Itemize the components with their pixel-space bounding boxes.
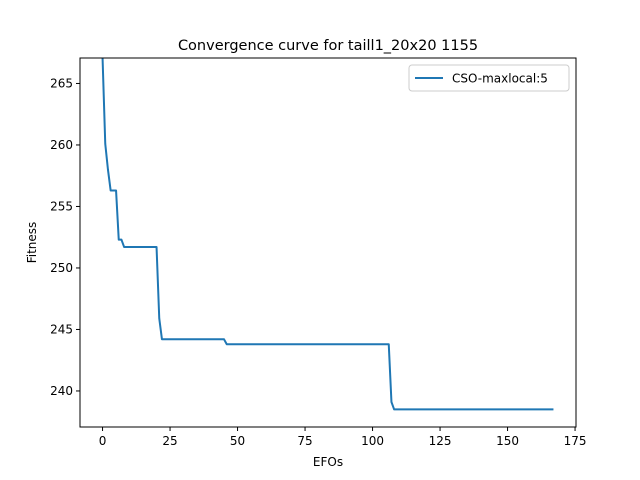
legend-box [408,64,570,92]
x-tick-label: 25 [162,434,177,448]
legend: CSO-maxlocal:5 [408,64,570,92]
y-tick-label: 255 [50,199,73,213]
plot-frame [79,57,577,428]
chart-title: Convergence curve for taill1_20x20 1155 [178,38,478,54]
y-axis: 240 245 250 255 260 265 [50,76,80,398]
x-tick-label: 125 [429,434,452,448]
y-tick-label: 250 [50,261,73,275]
y-tick-label: 260 [50,138,73,152]
legend-entry-label: CSO-maxlocal:5 [452,72,548,86]
x-tick-label: 100 [361,434,384,448]
y-tick-label: 265 [50,76,73,90]
y-tick-label: 240 [50,384,73,398]
x-tick-label: 75 [297,434,312,448]
y-axis-label: Fitness [25,222,39,264]
plot-series-layer [101,57,554,411]
x-axis-label: EFOs [313,455,343,469]
x-axis: 0 25 50 75 100 125 150 175 [99,427,587,448]
x-tick-label: 150 [496,434,519,448]
x-tick-label: 175 [564,434,587,448]
x-tick-label: 0 [99,434,107,448]
y-tick-label: 245 [50,322,73,336]
x-tick-label: 50 [230,434,245,448]
series-line-0 [101,57,554,411]
